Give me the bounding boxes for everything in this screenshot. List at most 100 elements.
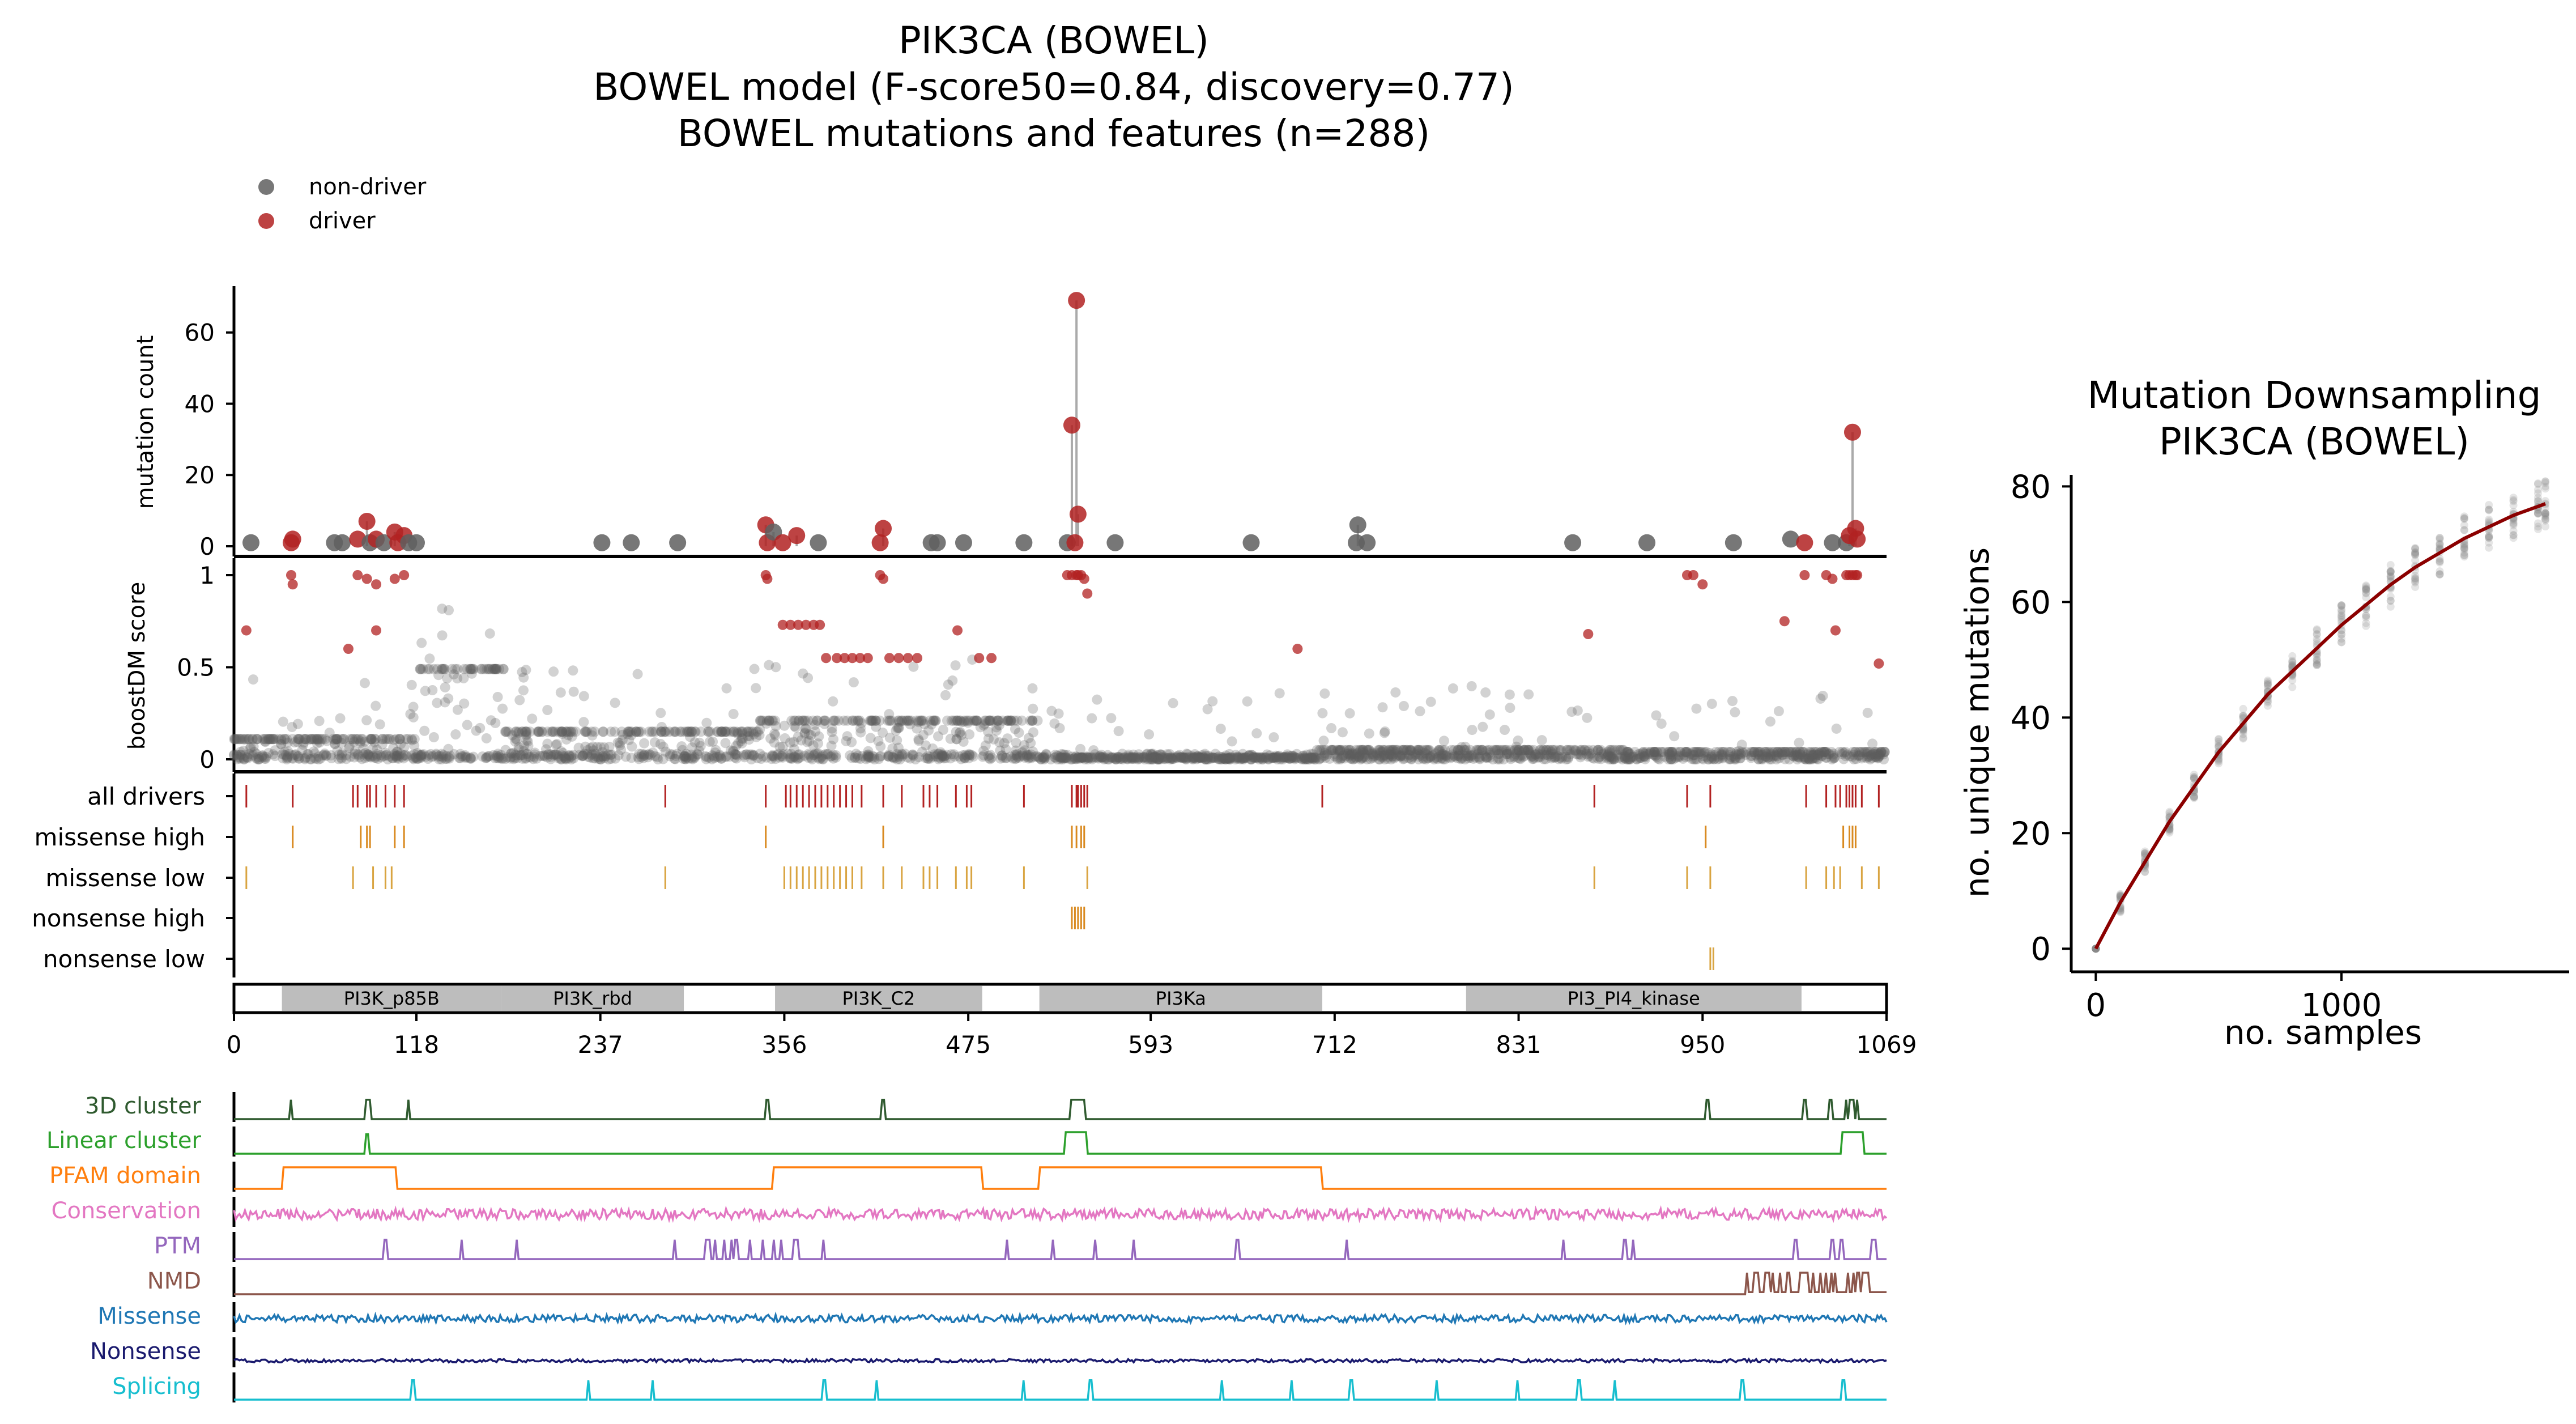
nondriver-score-point [1757, 754, 1768, 764]
nondriver-score-point [1260, 753, 1271, 763]
nondriver-score-point [659, 726, 670, 737]
nondriver-score-point [969, 715, 980, 726]
nondriver-score-point [737, 729, 748, 739]
nondriver-score-point [1413, 745, 1424, 755]
nondriver-score-point [1848, 749, 1859, 760]
nondriver-score-point [1677, 753, 1688, 764]
nondriver-score-point [1690, 754, 1701, 764]
nondriver-score-point [1220, 754, 1231, 764]
nondriver-score-point [806, 730, 816, 741]
driver-score-point [343, 644, 354, 654]
nondriver-score-point [1176, 752, 1186, 763]
nondriver-score-point [306, 734, 317, 745]
nondriver-score-point [908, 750, 919, 761]
nondriver-score-point [1555, 753, 1565, 763]
nondriver-score-point [893, 722, 904, 733]
nondriver-score-point [1311, 753, 1322, 763]
nondriver-score-point [884, 709, 895, 720]
nondriver-score-point [306, 734, 317, 745]
nondriver-score-point [730, 752, 740, 763]
nondriver-score-point [780, 733, 790, 743]
nondriver-score-point [1360, 749, 1370, 760]
nondriver-score-point [440, 682, 450, 692]
nondriver-score-point [587, 749, 598, 759]
nondriver-score-point [1207, 696, 1218, 707]
nondriver-score-point [438, 664, 449, 674]
nondriver-score-point [620, 751, 631, 762]
nondriver-score-point [408, 702, 419, 712]
nondriver-score-point [833, 715, 844, 726]
nondriver-score-point [626, 730, 637, 741]
nondriver-score-point [1181, 754, 1192, 764]
feature-line [234, 1239, 1887, 1260]
nondriver-score-point [1819, 747, 1830, 757]
nondriver-score-point [948, 749, 959, 760]
nondriver-score-point [794, 715, 804, 726]
nondriver-score-point [1148, 754, 1159, 764]
nondriver-score-point [1828, 750, 1838, 761]
nondriver-score-point [1798, 747, 1808, 757]
nondriver-score-point [600, 750, 611, 761]
nondriver-score-point [1871, 751, 1881, 762]
nondriver-score-point [232, 754, 242, 764]
nondriver-score-point [1718, 752, 1728, 763]
nondriver-score-point [292, 737, 303, 747]
nondriver-score-point [1006, 715, 1016, 726]
nondriver-score-point [1238, 753, 1249, 764]
nondriver-score-point [389, 734, 399, 745]
nondriver-score-point [539, 751, 550, 762]
nondriver-score-point [1691, 703, 1702, 714]
nondriver-score-point [1049, 718, 1060, 729]
nondriver-score-point [1212, 752, 1223, 763]
nondriver-score-point [1033, 752, 1044, 763]
driver-point [1066, 534, 1084, 551]
nondriver-score-point [1061, 752, 1072, 763]
nondriver-score-point [492, 749, 503, 759]
nondriver-score-point [799, 715, 810, 726]
nondriver-score-point [810, 748, 821, 759]
nondriver-score-point [528, 754, 539, 764]
nondriver-score-point [360, 747, 371, 758]
nondriver-score-point [1102, 750, 1113, 760]
driver-score-point [1874, 658, 1884, 669]
nondriver-score-point [1379, 726, 1390, 737]
nondriver-score-point [1511, 741, 1522, 752]
nondriver-score-point [869, 754, 880, 764]
nondriver-score-point [1707, 753, 1718, 763]
nondriver-score-point [682, 726, 693, 737]
nondriver-score-point [598, 726, 608, 737]
nondriver-score-point [1421, 749, 1432, 760]
nondriver-score-point [1348, 754, 1359, 764]
nondriver-score-point [336, 738, 347, 749]
downsample-point [2141, 847, 2149, 856]
nondriver-score-point [1666, 754, 1676, 764]
nondriver-score-point [1335, 745, 1346, 755]
nondriver-score-point [958, 736, 969, 747]
nondriver-score-point [1604, 754, 1615, 764]
nondriver-score-point [945, 753, 956, 764]
domain-x-tick-label: 237 [578, 1031, 623, 1059]
nondriver-score-point [903, 715, 914, 726]
nondriver-score-point [755, 715, 765, 726]
nondriver-score-point [1177, 753, 1187, 763]
nondriver-score-point [1635, 753, 1646, 763]
downs-x-label: no. samples [2224, 1013, 2422, 1052]
nondriver-score-point [717, 726, 727, 737]
nondriver-score-point [1615, 745, 1626, 755]
driver-score-point [884, 653, 895, 664]
nondriver-score-point [1359, 751, 1370, 762]
nondriver-score-point [1513, 745, 1524, 755]
nondriver-score-point [950, 660, 961, 671]
count-y-tick-label: 20 [185, 461, 215, 489]
boost-y-label: boostDM score [124, 582, 150, 750]
nondriver-score-point [369, 734, 380, 745]
nondriver-score-point [593, 754, 604, 764]
nondriver-score-point [1624, 749, 1634, 759]
nondriver-score-point [1576, 750, 1587, 760]
nondriver-score-point [846, 737, 857, 747]
nondriver-score-point [1356, 753, 1367, 763]
nondriver-score-point [808, 750, 819, 760]
nondriver-score-point [552, 739, 563, 750]
nondriver-score-point [259, 753, 270, 764]
nondriver-score-point [1396, 749, 1407, 760]
